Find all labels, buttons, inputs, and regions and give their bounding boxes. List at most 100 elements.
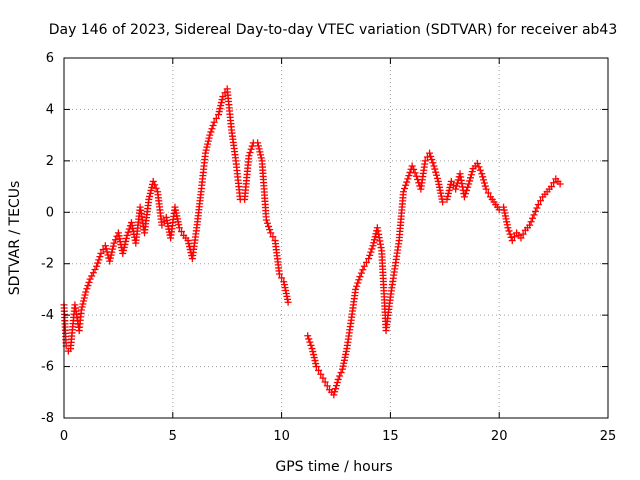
data-point [475, 163, 483, 171]
x-tick-label: 25 [600, 429, 617, 444]
data-point [248, 142, 256, 150]
data-point [357, 269, 365, 277]
data-point [508, 237, 516, 245]
data-point [334, 375, 342, 383]
data-point [254, 142, 262, 150]
data-point [205, 134, 213, 142]
data-point [207, 128, 215, 136]
data-point [506, 230, 514, 238]
data-point [80, 294, 88, 302]
data-point [527, 218, 535, 226]
data-point [431, 165, 439, 173]
data-point [356, 273, 364, 281]
data-point [209, 122, 217, 129]
data-point [446, 183, 454, 191]
data-point [246, 149, 254, 156]
data-point [476, 166, 484, 174]
data-point [84, 282, 92, 290]
chart-title: Day 146 of 2023, Sidereal Day-to-day VTE… [49, 22, 618, 38]
data-point [556, 180, 564, 188]
y-tick-label: -4 [41, 308, 54, 323]
data-point [452, 185, 460, 193]
data-point [94, 259, 102, 267]
data-point [362, 258, 370, 266]
data-point [354, 279, 362, 287]
data-point [463, 186, 471, 194]
data-point [311, 357, 319, 365]
x-tick-label: 10 [273, 429, 290, 444]
data-point [122, 234, 130, 242]
x-tick-label: 5 [169, 429, 177, 444]
data-point [201, 149, 209, 157]
data-point [121, 240, 129, 248]
data-point [447, 177, 455, 185]
data-point [96, 253, 104, 261]
data-point [266, 226, 274, 234]
data-point [460, 193, 468, 201]
data-point [444, 192, 452, 200]
plot-border [63, 57, 609, 419]
data-point [534, 201, 542, 209]
data-point [278, 274, 286, 282]
data-point [504, 224, 512, 232]
data-point [122, 237, 130, 245]
data-point [247, 145, 255, 153]
data-point [480, 176, 488, 184]
data-point [530, 211, 538, 219]
data-point [123, 231, 131, 239]
data-point [146, 189, 154, 197]
data-point [158, 221, 166, 229]
data-point [315, 366, 323, 374]
data-point [444, 189, 452, 197]
data-point [208, 125, 216, 133]
data-point [245, 152, 253, 160]
data-point [202, 146, 210, 154]
data-point [78, 303, 86, 311]
data-point [464, 183, 472, 191]
data-point [79, 300, 87, 308]
data-point [86, 275, 94, 283]
data-point [309, 348, 317, 356]
data-point [331, 388, 339, 396]
data-point [269, 233, 277, 241]
data-point [109, 242, 117, 250]
x-axis-label: GPS time / hours [275, 459, 392, 475]
data-point [466, 177, 474, 185]
data-point [547, 183, 555, 191]
data-point [404, 175, 412, 183]
data-point [119, 249, 127, 257]
data-point [369, 242, 377, 250]
data-point [152, 184, 160, 192]
data-point [106, 257, 114, 265]
data-point [203, 143, 211, 151]
data-point [399, 188, 407, 196]
data-point [433, 171, 441, 179]
data-point [368, 245, 376, 253]
data-point [214, 111, 222, 119]
data-point [145, 195, 153, 203]
data-point [81, 291, 89, 299]
data-point [453, 182, 461, 190]
data-point [257, 154, 265, 162]
data-point [254, 139, 262, 147]
data-point [255, 145, 263, 153]
data-point [175, 224, 183, 232]
data-point [317, 370, 325, 378]
data-point [403, 178, 411, 186]
data-point [443, 195, 451, 203]
data-point [77, 306, 85, 314]
x-tick-label: 15 [382, 429, 399, 444]
grid [64, 58, 608, 418]
data-point [206, 131, 214, 139]
data-point [97, 249, 105, 257]
data-point [210, 118, 218, 126]
data-point [218, 96, 226, 104]
data-point [119, 246, 127, 254]
data-point [267, 229, 275, 237]
data-point [332, 382, 340, 390]
y-tick-label: 2 [46, 154, 54, 169]
data-point [284, 298, 292, 306]
data-point [365, 255, 373, 263]
data-point [453, 179, 461, 187]
